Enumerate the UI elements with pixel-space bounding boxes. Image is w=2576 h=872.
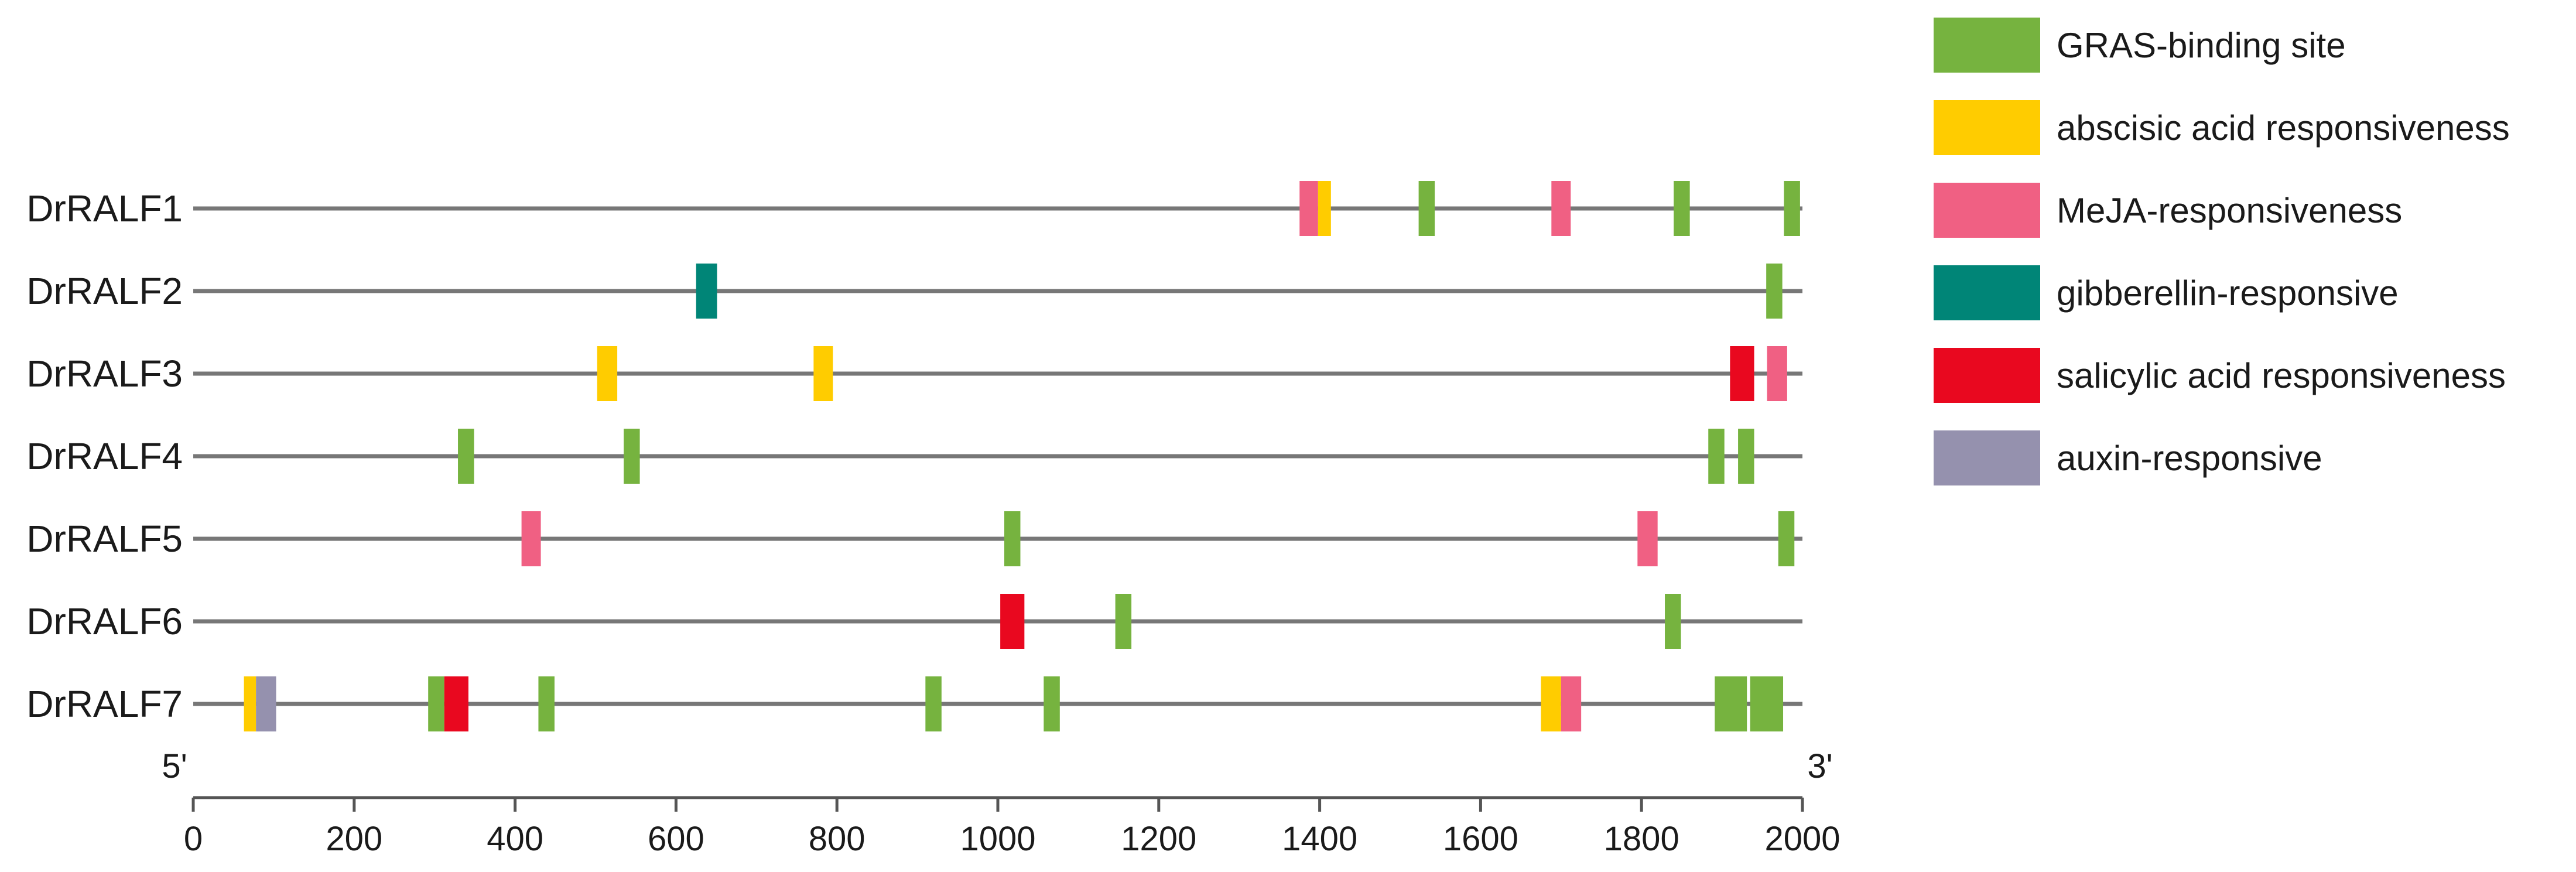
gene-row: DrRALF1 xyxy=(26,181,1802,236)
x-tick-label: 400 xyxy=(487,820,543,858)
element-box-ga xyxy=(696,264,717,319)
x-tick-label: 0 xyxy=(184,820,203,858)
element-box-aba xyxy=(597,346,618,401)
gene-label: DrRALF6 xyxy=(26,600,183,642)
element-box-gras xyxy=(428,676,444,731)
legend-item-sa: salicylic acid responsiveness xyxy=(1934,348,2506,403)
element-box-gras xyxy=(1766,264,1783,319)
three-prime-label: 3' xyxy=(1807,747,1832,785)
element-box-aba xyxy=(1318,181,1331,236)
element-box-aba xyxy=(1541,676,1561,731)
element-box-meja xyxy=(1299,181,1318,236)
legend-swatch xyxy=(1934,430,2040,485)
gene-label: DrRALF2 xyxy=(26,270,183,312)
legend-label: MeJA-responsiveness xyxy=(2057,191,2402,230)
legend-label: auxin-responsive xyxy=(2057,439,2322,478)
element-box-meja xyxy=(1767,346,1787,401)
x-tick-label: 1000 xyxy=(960,820,1035,858)
gene-label: DrRALF5 xyxy=(26,518,183,560)
x-tick-label: 1600 xyxy=(1443,820,1518,858)
gene-label: DrRALF3 xyxy=(26,353,183,395)
legend-swatch xyxy=(1934,348,2040,403)
legend-label: gibberellin-responsive xyxy=(2057,273,2399,313)
element-box-auxin xyxy=(256,676,276,731)
legend-item-auxin: auxin-responsive xyxy=(1934,430,2322,485)
element-box-meja xyxy=(1561,676,1582,731)
element-box-sa xyxy=(444,676,468,731)
element-box-gras xyxy=(458,429,474,484)
element-box-aba xyxy=(244,676,256,731)
x-tick-label: 800 xyxy=(809,820,865,858)
element-box-gras xyxy=(1665,594,1681,649)
element-box-meja xyxy=(1551,181,1571,236)
legend-swatch xyxy=(1934,183,2040,238)
legend-label: GRAS-binding site xyxy=(2057,26,2346,65)
element-box-gras xyxy=(1778,511,1795,566)
legend-item-ga: gibberellin-responsive xyxy=(1934,265,2399,320)
element-box-gras xyxy=(1044,676,1060,731)
element-box-gras xyxy=(1115,594,1132,649)
gene-label: DrRALF7 xyxy=(26,683,183,725)
element-box-gras xyxy=(1708,429,1725,484)
element-box-sa xyxy=(1730,346,1754,401)
legend-label: salicylic acid responsiveness xyxy=(2057,356,2506,395)
legend-swatch xyxy=(1934,265,2040,320)
x-tick-label: 600 xyxy=(648,820,704,858)
element-box-gras xyxy=(1784,181,1800,236)
gene-row: DrRALF6 xyxy=(26,594,1802,649)
element-box-gras xyxy=(925,676,942,731)
element-box-meja xyxy=(1637,511,1658,566)
x-tick-label: 1800 xyxy=(1604,820,1679,858)
x-tick-label: 2000 xyxy=(1764,820,1840,858)
element-box-gras xyxy=(624,429,640,484)
legend-label: abscisic acid responsiveness xyxy=(2057,108,2510,148)
five-prime-label: 5' xyxy=(162,747,187,785)
element-box-gras xyxy=(1674,181,1690,236)
element-box-meja xyxy=(521,511,541,566)
element-box-gras xyxy=(1738,429,1754,484)
legend-swatch xyxy=(1934,100,2040,155)
element-box-gras xyxy=(1715,676,1747,731)
gene-rows: DrRALF1 DrRALF2 DrRALF3 DrRALF4 DrRALF5 DrRAL… xyxy=(26,181,1802,731)
gene-row: DrRALF3 xyxy=(26,346,1802,401)
element-box-aba xyxy=(813,346,833,401)
x-tick-label: 1400 xyxy=(1282,820,1357,858)
x-axis-ticks: 0 200 400 600 800 1000 1200 1400 1600 1800 2000 xyxy=(184,798,1841,858)
legend: GRAS-binding site abscisic acid responsiv… xyxy=(1934,18,2510,485)
element-box-gras xyxy=(538,676,555,731)
element-box-sa xyxy=(1000,594,1025,649)
gene-row: DrRALF2 xyxy=(26,264,1802,319)
gene-label: DrRALF1 xyxy=(26,187,183,230)
x-tick-label: 1200 xyxy=(1121,820,1196,858)
legend-item-meja: MeJA-responsiveness xyxy=(1934,183,2402,238)
legend-item-gras: GRAS-binding site xyxy=(1934,18,2346,73)
element-box-gras xyxy=(1418,181,1435,236)
gene-row: DrRALF5 xyxy=(26,511,1802,566)
legend-item-aba: abscisic acid responsiveness xyxy=(1934,100,2510,155)
gene-row: DrRALF4 xyxy=(26,429,1802,484)
x-axis: 5' 3' 0 200 400 600 800 1000 1200 1400 1600 1800 2… xyxy=(162,747,1840,858)
gene-row: DrRALF7 xyxy=(26,676,1802,731)
legend-swatch xyxy=(1934,18,2040,73)
x-tick-label: 200 xyxy=(326,820,382,858)
gene-label: DrRALF4 xyxy=(26,435,183,477)
element-box-gras xyxy=(1750,676,1784,731)
element-box-gras xyxy=(1004,511,1021,566)
